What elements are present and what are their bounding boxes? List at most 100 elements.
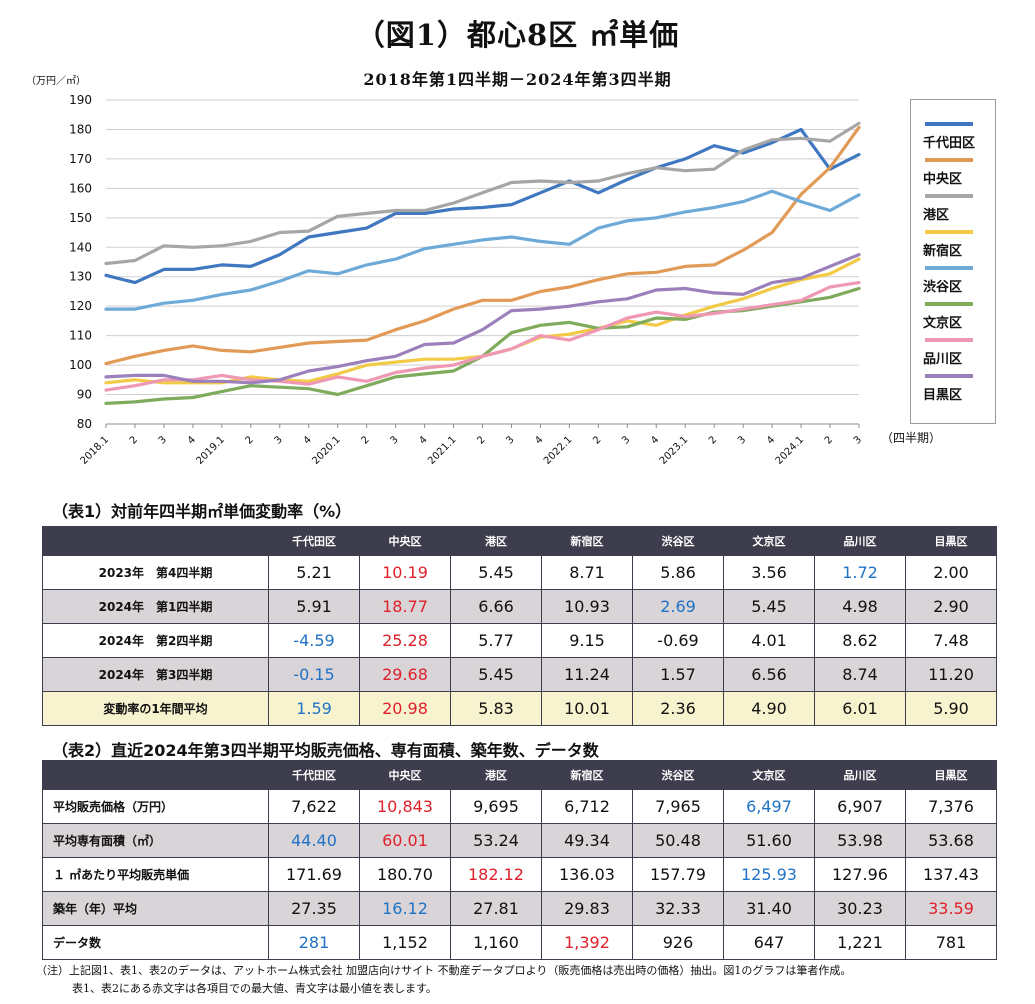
table-cell: 2.36 <box>632 691 724 726</box>
table-cell: 27.81 <box>450 891 542 926</box>
row-label: １ ㎡あたり平均販売単価 <box>42 857 269 892</box>
table-cell: 6.66 <box>450 589 542 624</box>
x-tick-label: 3 <box>620 434 632 446</box>
table-cell: 1,152 <box>359 925 451 960</box>
legend-swatch <box>925 302 973 306</box>
table-cell: 1.72 <box>814 555 906 590</box>
series-line-目黒区 <box>104 253 861 385</box>
table-cell: 1,160 <box>450 925 542 960</box>
x-tick-label: 2 <box>244 434 256 446</box>
table-cell: -0.15 <box>268 657 360 692</box>
table-cell: 8.62 <box>814 623 906 658</box>
y-tick-label: 170 <box>69 152 92 166</box>
table-row: １ ㎡あたり平均販売単価 171.69 180.70 182.12 136.03 157.… <box>42 857 997 892</box>
table-cell: 10.19 <box>359 555 451 590</box>
x-tick-label: 2 <box>707 434 719 446</box>
table-cell: 5.45 <box>723 589 815 624</box>
x-tick-label: 4 <box>649 434 661 446</box>
column-header: 中央区 <box>359 760 451 790</box>
table-cell: 51.60 <box>723 823 815 858</box>
row-label: 築年（年）平均 <box>42 891 269 926</box>
row-label: 2023年 第4四半期 <box>42 555 269 590</box>
table-row: データ数 281 1,152 1,160 1,392 926 647 1,221 781 <box>42 925 997 960</box>
table-cell: 180.70 <box>359 857 451 892</box>
column-header: 渋谷区 <box>632 526 724 556</box>
legend-swatch <box>925 374 973 378</box>
chart-title: （図1）都心8区 ㎡単価 <box>355 18 680 52</box>
table-cell: 7,965 <box>632 789 724 824</box>
x-tick-label: 3 <box>273 434 285 446</box>
table-row: 築年（年）平均 27.35 16.12 27.81 29.83 32.33 31.40 30.… <box>42 891 997 926</box>
y-tick-label: 130 <box>69 270 92 284</box>
table-cell: 1,221 <box>814 925 906 960</box>
table-cell: 127.96 <box>814 857 906 892</box>
table-cell: 8.74 <box>814 657 906 692</box>
table-cell: 6.56 <box>723 657 815 692</box>
series-line-新宿区 <box>104 257 861 385</box>
table-cell: 2.00 <box>905 555 997 590</box>
table-cell: 9.15 <box>541 623 633 658</box>
table-cell: 7,622 <box>268 789 360 824</box>
x-tick-label: 2 <box>359 434 371 446</box>
y-tick-label: 100 <box>69 358 92 372</box>
legend-swatch <box>925 158 973 162</box>
column-header: 目黒区 <box>905 526 997 556</box>
table-cell: 5.21 <box>268 555 360 590</box>
row-label: 変動率の1年間平均 <box>42 691 269 726</box>
legend-label: 目黒区 <box>923 388 963 403</box>
chart-legend: 千代田区 中央区 港区 新宿区 渋谷区 文京区 品川区 目黒区 <box>910 99 996 424</box>
x-tick-label: 2021.1 <box>426 434 459 467</box>
row-label: 2024年 第2四半期 <box>42 623 269 658</box>
footnote-line-1: （注）上記図1、表1、表2のデータは、アットホーム株式会社 加盟店向けサイト 不… <box>36 964 852 977</box>
table-cell: 6,712 <box>541 789 633 824</box>
table-cell: 27.35 <box>268 891 360 926</box>
table-row: 平均専有面積（㎡） 44.40 60.01 53.24 49.34 50.48 51.60 5… <box>42 823 997 858</box>
x-tick-label: 2022.1 <box>542 434 575 467</box>
y-tick-label: 140 <box>69 240 92 254</box>
table-cell: 10.93 <box>541 589 633 624</box>
column-header: 新宿区 <box>541 526 633 556</box>
header-cell <box>42 526 269 556</box>
table-cell: 11.24 <box>541 657 633 692</box>
table-cell: 1.59 <box>268 691 360 726</box>
table-cell: 5.83 <box>450 691 542 726</box>
table-row: 2024年 第2四半期 -4.59 25.28 5.77 9.15 -0.69 4.01 8.… <box>42 623 997 658</box>
table-cell: 136.03 <box>541 857 633 892</box>
table-cell: 7.48 <box>905 623 997 658</box>
table-row: 2024年 第3四半期 -0.15 29.68 5.45 11.24 1.57 6.56 8.… <box>42 657 997 692</box>
y-tick-label: 160 <box>69 181 92 195</box>
table-cell: 281 <box>268 925 360 960</box>
column-header: 千代田区 <box>268 526 360 556</box>
table-cell: 16.12 <box>359 891 451 926</box>
column-header: 品川区 <box>814 760 906 790</box>
x-tick-label: 2019.1 <box>194 434 227 467</box>
table-header-row: 千代田区 中央区 港区 新宿区 渋谷区 文京区 品川区 目黒区 <box>42 760 997 790</box>
table2-heading: （表2）直近2024年第3四半期平均販売価格、専有面積、築年数、データ数 <box>52 741 599 760</box>
x-tick-label: 3 <box>736 434 748 446</box>
legend-label: 港区 <box>923 208 950 223</box>
table-cell: 10.01 <box>541 691 633 726</box>
legend-label: 品川区 <box>923 352 963 367</box>
x-tick-label: 2024.1 <box>774 434 807 467</box>
series-line-千代田区 <box>104 127 861 285</box>
table-cell: 157.79 <box>632 857 724 892</box>
table-cell: 29.83 <box>541 891 633 926</box>
table-row: 2024年 第1四半期 5.91 18.77 6.66 10.93 2.69 5.45 4.9… <box>42 589 997 624</box>
table-cell: 4.98 <box>814 589 906 624</box>
y-tick-label: 190 <box>69 93 92 107</box>
header-cell <box>42 760 269 790</box>
table-cell: 9,695 <box>450 789 542 824</box>
table-cell: 53.98 <box>814 823 906 858</box>
table-cell: 10,843 <box>359 789 451 824</box>
x-tick-label: 3 <box>157 434 169 446</box>
y-tick-label: 110 <box>69 329 92 343</box>
table-cell: -0.69 <box>632 623 724 658</box>
series-line-品川区 <box>104 281 861 392</box>
y-tick-label: 180 <box>69 122 92 136</box>
x-tick-label: 4 <box>417 434 429 446</box>
x-tick-label: 4 <box>765 434 777 446</box>
legend-label: 千代田区 <box>923 136 976 151</box>
row-label: 平均専有面積（㎡） <box>42 823 269 858</box>
table-cell: 2.69 <box>632 589 724 624</box>
table-cell: 5.77 <box>450 623 542 658</box>
